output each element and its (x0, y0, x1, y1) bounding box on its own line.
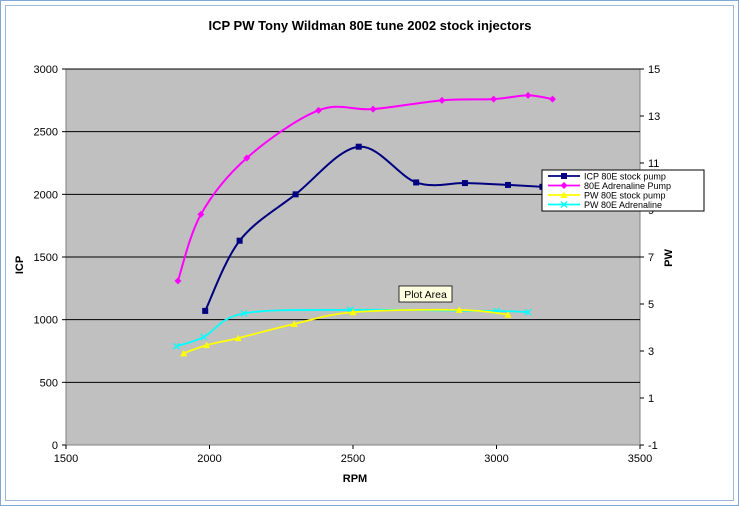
legend-label: PW 80E Adrenaline (584, 200, 662, 210)
data-point (369, 105, 377, 113)
y2-tick-label: -1 (648, 440, 658, 452)
data-point (240, 309, 248, 317)
data-point (504, 181, 511, 188)
x-tick-label: 2000 (197, 453, 221, 465)
data-point (349, 308, 357, 316)
legend-swatch-marker (560, 182, 568, 189)
data-point (413, 179, 420, 186)
y2-tick-label: 11 (648, 158, 659, 170)
data-point (197, 210, 205, 218)
y2-tick-label: 3 (648, 346, 654, 358)
data-point (203, 341, 211, 349)
y-tick-label: 1000 (34, 315, 58, 327)
legend-item: 80E Adrenaline Pump (548, 181, 671, 191)
x-axis-ticks: 1500 2000 2500 3000 3500 (54, 445, 652, 465)
legend-swatch-marker (561, 173, 567, 179)
data-point (243, 154, 251, 162)
data-point (180, 349, 188, 357)
x-tick-label: 2500 (341, 453, 365, 465)
data-point (461, 180, 468, 187)
legend-item: PW 80E Adrenaline (548, 200, 662, 210)
series-4 (173, 306, 532, 350)
data-point (524, 91, 532, 99)
y-tick-label: 0 (52, 440, 58, 452)
x-tick-label: 3500 (628, 453, 652, 465)
chart-title: ICP PW Tony Wildman 80E tune 2002 stock … (208, 18, 531, 33)
legend-item: ICP 80E stock pump (548, 172, 666, 182)
y-tick-label: 3000 (34, 64, 58, 76)
data-point (173, 342, 180, 350)
series-line (176, 94, 553, 282)
data-point (174, 277, 182, 285)
data-point (355, 143, 362, 150)
legend-label: ICP 80E stock pump (584, 172, 666, 182)
data-point (548, 95, 556, 103)
data-point (524, 308, 532, 316)
legend-label: 80E Adrenaline Pump (584, 181, 671, 191)
y-tick-label: 1500 (34, 252, 58, 264)
legend-item: PW 80E stock pump (548, 191, 666, 201)
y2-axis-label: PW (663, 249, 675, 267)
y-tick-label: 2500 (34, 127, 58, 139)
y-axis-ticks: 0 500 1000 1500 2000 2500 3000 (34, 64, 66, 452)
legend-label: PW 80E stock pump (584, 191, 666, 201)
data-point (200, 333, 208, 341)
y-tick-label: 500 (40, 377, 58, 389)
data-point (315, 106, 323, 114)
legend-swatch-marker (560, 191, 568, 198)
data-point (504, 311, 512, 318)
x-axis-label: RPM (343, 473, 367, 485)
chart-area-border (5, 5, 734, 501)
y2-tick-label: 1 (648, 393, 654, 405)
series-2 (174, 91, 556, 285)
data-point (438, 96, 446, 104)
series-line (204, 145, 543, 312)
data-point (236, 237, 243, 244)
series-layer (173, 91, 556, 357)
x-tick-label: 1500 (54, 453, 78, 465)
tooltip-text: Plot Area (404, 289, 447, 301)
data-point (490, 95, 498, 103)
plot-area-tooltip: Plot Area (398, 285, 453, 303)
y2-tick-label: 7 (648, 252, 654, 264)
y2-tick-label: 5 (648, 299, 654, 311)
y2-axis-ticks: -113579111315 (640, 64, 660, 452)
y-tick-label: 2000 (34, 189, 58, 201)
series-3 (180, 306, 512, 357)
data-point (234, 334, 242, 342)
y2-tick-label: 15 (648, 64, 660, 76)
data-point (455, 306, 463, 313)
legend-swatch-marker (560, 201, 568, 208)
data-point (292, 191, 299, 198)
data-point (202, 307, 209, 314)
x-tick-label: 3000 (484, 453, 508, 465)
data-point (290, 320, 298, 327)
y2-tick-label: 13 (648, 111, 660, 123)
y-axis-label: ICP (14, 256, 26, 274)
